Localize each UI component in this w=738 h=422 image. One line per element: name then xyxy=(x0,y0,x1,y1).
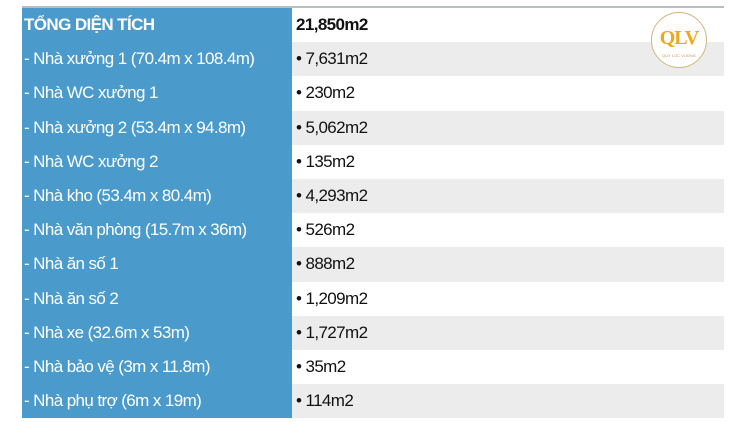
table-row: - Nhà xưởng 2 (53.4m x 94.8m) • 5,062m2 xyxy=(22,110,724,145)
area-table: TỔNG DIỆN TÍCH 21,850m2 - Nhà xưởng 1 (7… xyxy=(22,8,724,419)
total-area-label: TỔNG DIỆN TÍCH xyxy=(22,8,292,43)
row-label: - Nhà WC xưởng 2 xyxy=(22,144,292,179)
row-label: - Nhà WC xưởng 1 xyxy=(22,76,292,111)
row-label: - Nhà ăn số 2 xyxy=(22,281,292,316)
table-row: - Nhà phụ trợ (6m x 19m) • 114m2 xyxy=(22,384,724,419)
row-label: - Nhà xưởng 2 (53.4m x 94.8m) xyxy=(22,110,292,145)
table-row: - Nhà kho (53.4m x 80.4m) • 4,293m2 xyxy=(22,178,724,214)
table-row: - Nhà WC xưởng 1 • 230m2 xyxy=(22,76,724,111)
table-row: - Nhà ăn số 1 • 888m2 xyxy=(22,247,724,282)
table-row: - Nhà xưởng 1 (70.4m x 108.4m) • 7,631m2 xyxy=(22,42,724,77)
table-row: - Nhà WC xưởng 2 • 135m2 xyxy=(22,144,724,179)
row-value: • 888m2 xyxy=(292,247,724,282)
top-divider xyxy=(22,6,724,8)
row-label: - Nhà xưởng 1 (70.4m x 108.4m) xyxy=(22,42,292,77)
table-header-row: TỔNG DIỆN TÍCH 21,850m2 xyxy=(22,8,724,43)
row-value: • 1,727m2 xyxy=(292,315,724,350)
row-label: - Nhà phụ trợ (6m x 19m) xyxy=(22,384,292,419)
row-label: - Nhà xe (32.6m x 53m) xyxy=(22,315,292,350)
table-row: - Nhà ăn số 2 • 1,209m2 xyxy=(22,281,724,316)
table-row: - Nhà xe (32.6m x 53m) • 1,727m2 xyxy=(22,315,724,350)
row-value: • 4,293m2 xyxy=(292,178,724,214)
row-value: • 135m2 xyxy=(296,151,355,171)
table-row: - Nhà văn phòng (15.7m x 36m) • 526m2 xyxy=(22,213,724,248)
row-value: • 230m2 xyxy=(296,83,355,103)
row-value: • 1,209m2 xyxy=(296,288,368,308)
qlv-logo: QLV QUY LOC VUONG xyxy=(651,12,707,68)
row-label: - Nhà bảo vệ (3m x 11.8m) xyxy=(22,349,292,385)
logo-subtext: QUY LOC VUONG xyxy=(662,53,696,58)
row-value: • 5,062m2 xyxy=(292,110,724,145)
table-row: - Nhà bảo vệ (3m x 11.8m) • 35m2 xyxy=(22,349,724,385)
row-value: • 114m2 xyxy=(292,384,724,419)
total-area-value: 21,850m2 xyxy=(296,15,368,34)
row-label: - Nhà kho (53.4m x 80.4m) xyxy=(22,178,292,214)
row-value: • 35m2 xyxy=(296,356,346,376)
row-label: - Nhà văn phòng (15.7m x 36m) xyxy=(22,213,292,248)
row-label: - Nhà ăn số 1 xyxy=(22,247,292,282)
row-value: • 526m2 xyxy=(296,220,355,240)
logo-text: QLV xyxy=(659,27,700,49)
